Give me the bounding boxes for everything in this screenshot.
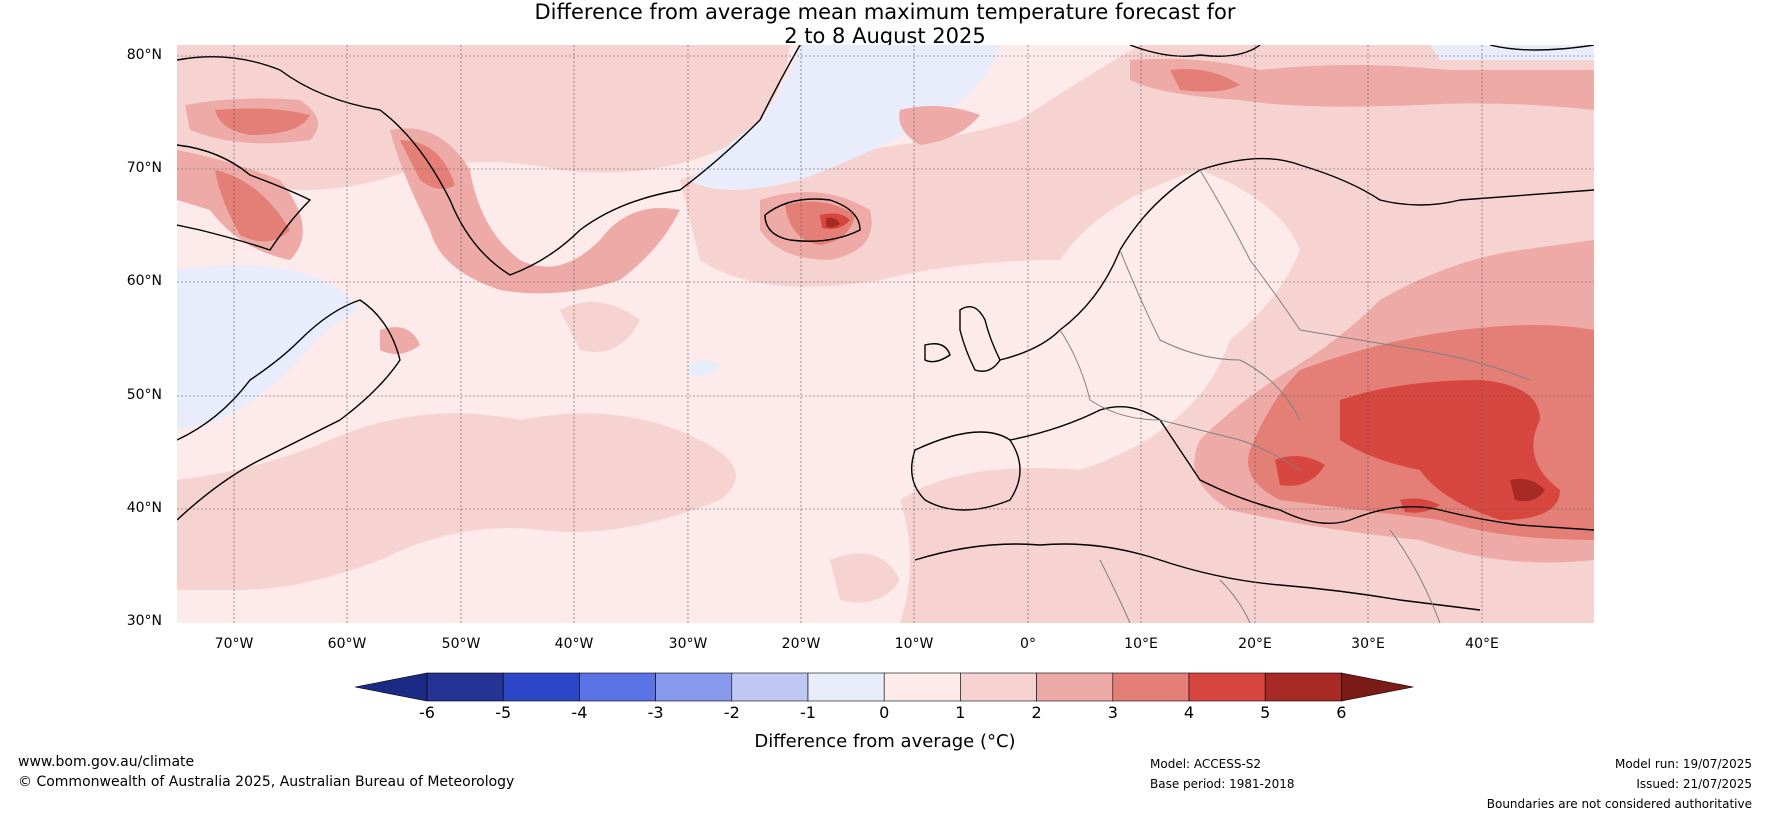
colorbar-tick-label: 2 — [1032, 703, 1042, 722]
colorbar-label: Difference from average (°C) — [754, 731, 1016, 752]
colorbar-tick-label: 1 — [955, 703, 965, 722]
lat-label-60n: 60°N — [126, 273, 162, 289]
colorbar-segment — [579, 672, 656, 702]
colorbar-extend-high — [1341, 672, 1414, 702]
lat-label-80n: 80°N — [126, 47, 162, 63]
colorbar-segment — [1036, 672, 1114, 702]
colorbar-tick-label: 4 — [1184, 703, 1194, 722]
colorbar-tick-label: 5 — [1260, 703, 1270, 722]
colorbar-tick-label: -5 — [495, 703, 511, 722]
colorbar-tick-label: 3 — [1108, 703, 1118, 722]
country-borders — [1059, 169, 1531, 623]
footer-model-run: Model run: 19/07/2025 — [1614, 757, 1752, 771]
colorbar-segment — [731, 672, 809, 702]
footer-model: Model: ACCESS-S2 — [1150, 757, 1262, 771]
colorbar-segment — [960, 672, 1037, 702]
colorbar-segment — [1264, 672, 1342, 702]
lon-label-30e: 30°E — [1351, 636, 1385, 652]
lon-label-60w: 60°W — [327, 636, 367, 652]
colorbar-extend-low — [354, 672, 428, 702]
lon-label-40w: 40°W — [554, 636, 594, 652]
lon-label-20w: 20°W — [781, 636, 821, 652]
gridlines — [177, 45, 1594, 623]
colorbar-segment — [655, 672, 733, 702]
colorbar-segment — [807, 672, 885, 702]
lon-label-10w: 10°W — [894, 636, 934, 652]
colorbar: -6 -5 -4 -3 -2 -1 0 1 2 3 4 5 6 — [354, 672, 1414, 722]
lat-label-30n: 30°N — [126, 613, 162, 629]
lon-label-20e: 20°E — [1238, 636, 1272, 652]
anomaly-field — [177, 45, 1594, 623]
lon-label-50w: 50°W — [441, 636, 481, 652]
colorbar-segment — [426, 672, 504, 702]
footer-base-period: Base period: 1981-2018 — [1150, 777, 1295, 791]
lon-label-40e: 40°E — [1465, 636, 1499, 652]
colorbar-segment — [1112, 672, 1190, 702]
lat-label-70n: 70°N — [126, 160, 162, 176]
footer-copyright: © Commonwealth of Australia 2025, Austra… — [18, 774, 515, 790]
footer-disclaimer: Boundaries are not considered authoritat… — [1486, 797, 1752, 811]
colorbar-tick-label: -6 — [419, 703, 435, 722]
colorbar-tick-label: 0 — [879, 703, 889, 722]
lat-label-40n: 40°N — [126, 500, 162, 516]
title-line-2: 2 to 8 August 2025 — [784, 24, 986, 48]
lon-label-70w: 70°W — [214, 636, 254, 652]
colorbar-tick-label: -2 — [724, 703, 740, 722]
anomaly-5-6-regions — [826, 217, 1545, 502]
lon-label-30w: 30°W — [668, 636, 708, 652]
lon-label-0: 0° — [1020, 636, 1036, 652]
title-line-1: Difference from average mean maximum tem… — [534, 0, 1236, 24]
colorbar-tick-label: -1 — [800, 703, 816, 722]
lat-label-50n: 50°N — [126, 387, 162, 403]
lon-label-10e: 10°E — [1124, 636, 1158, 652]
map-title: Difference from average mean maximum tem… — [0, 0, 1770, 48]
colorbar-tick-label: 6 — [1336, 703, 1346, 722]
colorbar-segment — [502, 672, 580, 702]
footer-issued: Issued: 21/07/2025 — [1636, 777, 1752, 791]
colorbar-tick-label: -4 — [571, 703, 587, 722]
colorbar-segment — [883, 672, 961, 702]
colorbar-tick-label: -3 — [648, 703, 664, 722]
colorbar-segment — [1188, 672, 1266, 702]
footer-url: www.bom.gov.au/climate — [18, 754, 195, 770]
